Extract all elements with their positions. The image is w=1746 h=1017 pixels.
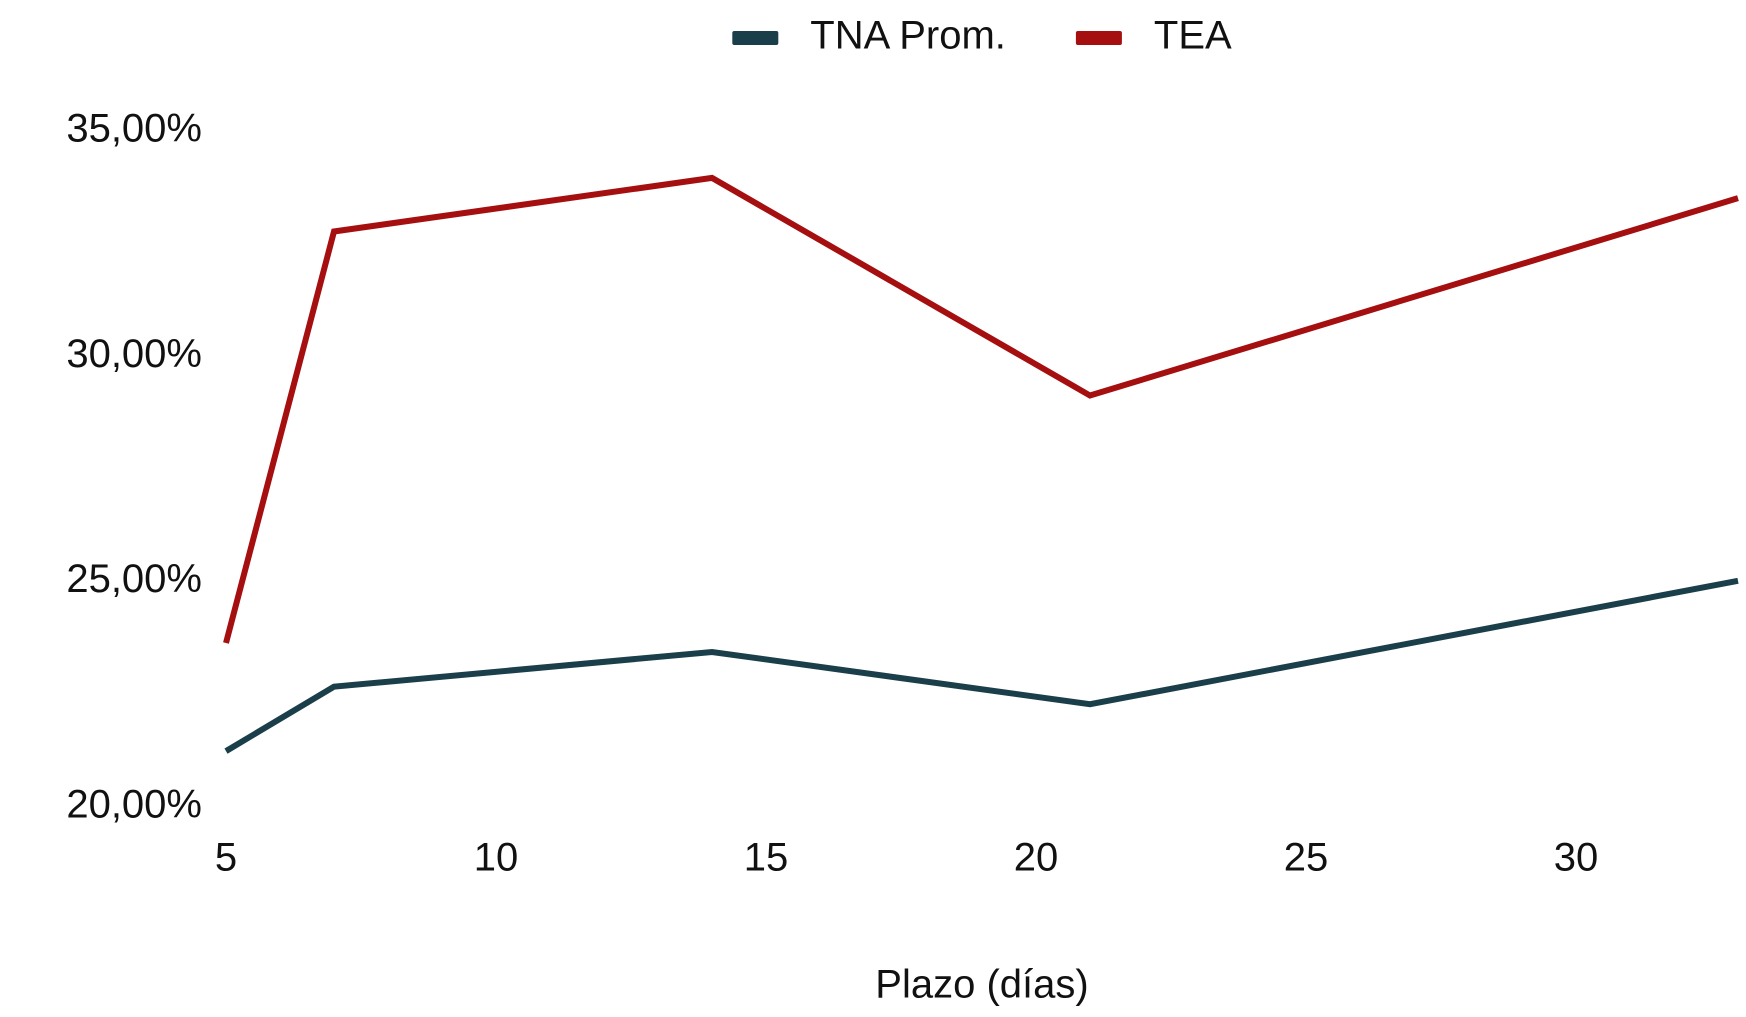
y-tick-label: 25,00%	[66, 557, 202, 601]
x-axis-title: Plazo (días)	[875, 963, 1088, 1007]
x-tick-label: 10	[474, 836, 519, 880]
y-tick-label: 35,00%	[66, 107, 202, 151]
y-tick-label: 20,00%	[66, 783, 202, 827]
x-tick-label: 15	[744, 836, 789, 880]
legend-swatch	[732, 31, 779, 45]
legend-swatch	[1075, 31, 1122, 45]
line-series	[224, 577, 1739, 754]
legend-label: TNA Prom.	[810, 14, 1006, 58]
x-tick-label: 30	[1554, 836, 1599, 880]
line-series	[223, 174, 1739, 644]
x-tick-label: 20	[1014, 836, 1059, 880]
x-tick-label: 25	[1284, 836, 1329, 880]
x-tick-label: 5	[215, 836, 237, 880]
legend-label: TEA	[1154, 14, 1232, 58]
y-tick-label: 30,00%	[66, 332, 202, 376]
